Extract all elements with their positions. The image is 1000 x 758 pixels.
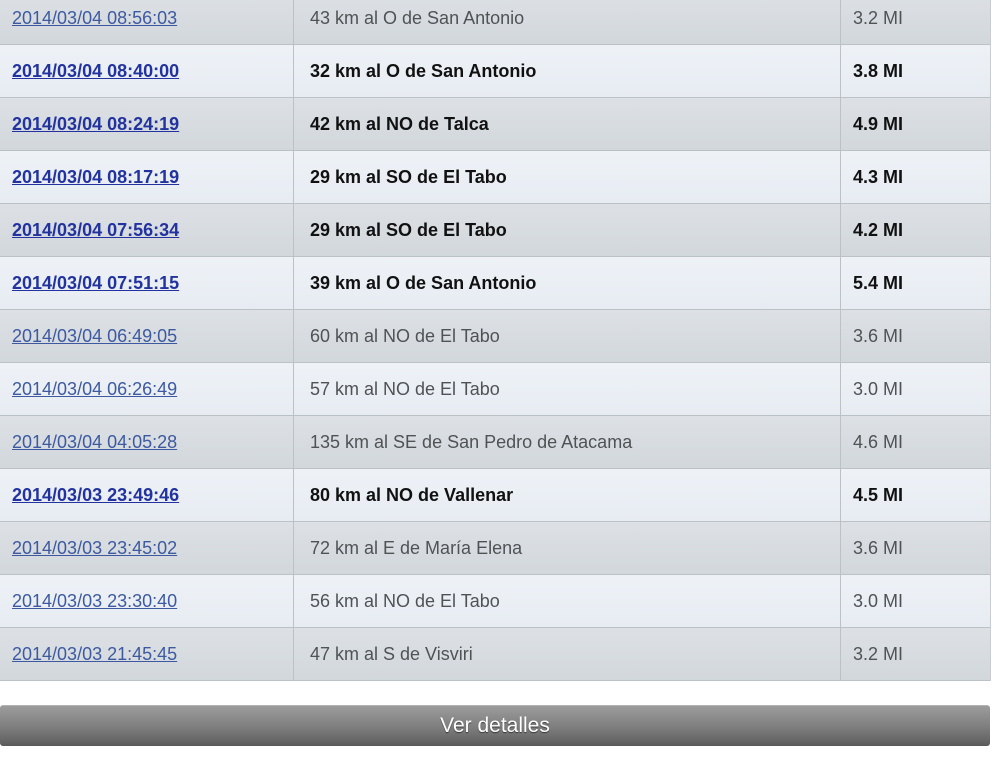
event-magnitude-cell: 3.6 MI <box>841 310 990 362</box>
table-row: 2014/03/04 04:05:28 135 km al SE de San P… <box>0 416 990 469</box>
table-row: 2014/03/04 08:56:03 43 km al O de San Ant… <box>0 0 990 45</box>
table-row: 2014/03/03 23:49:46 80 km al NO de Vallen… <box>0 469 990 522</box>
event-datetime-cell: 2014/03/04 08:17:19 <box>0 151 294 203</box>
event-location-cell: 72 km al E de María Elena <box>294 522 841 574</box>
table-row: 2014/03/04 08:40:00 32 km al O de San Ant… <box>0 45 990 98</box>
event-location: 43 km al O de San Antonio <box>310 7 525 28</box>
event-datetime-link[interactable]: 2014/03/03 23:49:46 <box>12 484 180 505</box>
event-magnitude: 4.5 MI <box>853 484 904 505</box>
event-magnitude-cell: 4.3 MI <box>841 151 990 203</box>
event-datetime-link[interactable]: 2014/03/04 08:40:00 <box>12 60 180 81</box>
event-magnitude: 3.6 MI <box>853 325 904 346</box>
event-location: 135 km al SE de San Pedro de Atacama <box>310 431 633 452</box>
event-datetime-link[interactable]: 2014/03/04 06:26:49 <box>12 378 178 399</box>
table-row: 2014/03/04 08:17:19 29 km al SO de El Tab… <box>0 151 990 204</box>
event-location: 29 km al SO de El Tabo <box>310 219 507 240</box>
event-datetime-link[interactable]: 2014/03/04 06:49:05 <box>12 325 178 346</box>
table-row: 2014/03/03 23:45:02 72 km al E de María E… <box>0 522 990 575</box>
table-row: 2014/03/04 08:24:19 42 km al NO de Talca 4… <box>0 98 990 151</box>
event-magnitude: 4.2 MI <box>853 219 904 240</box>
event-datetime-cell: 2014/03/03 21:45:45 <box>0 628 294 680</box>
event-location-cell: 39 km al O de San Antonio <box>294 257 841 309</box>
table-row: 2014/03/04 06:26:49 57 km al NO de El Tab… <box>0 363 990 416</box>
event-magnitude-cell: 3.8 MI <box>841 45 990 97</box>
event-magnitude: 3.0 MI <box>853 590 904 611</box>
event-magnitude: 4.3 MI <box>853 166 904 187</box>
event-magnitude: 3.6 MI <box>853 537 904 558</box>
event-magnitude: 3.0 MI <box>853 378 904 399</box>
event-datetime-link[interactable]: 2014/03/03 23:45:02 <box>12 537 178 558</box>
event-datetime-cell: 2014/03/04 04:05:28 <box>0 416 294 468</box>
event-magnitude-cell: 4.5 MI <box>841 469 990 521</box>
event-location: 32 km al O de San Antonio <box>310 60 537 81</box>
event-location-cell: 29 km al SO de El Tabo <box>294 151 841 203</box>
event-location-cell: 60 km al NO de El Tabo <box>294 310 841 362</box>
event-location: 29 km al SO de El Tabo <box>310 166 507 187</box>
table-row: 2014/03/04 06:49:05 60 km al NO de El Tab… <box>0 310 990 363</box>
event-location: 47 km al S de Visviri <box>310 643 473 664</box>
event-location-cell: 43 km al O de San Antonio <box>294 0 841 44</box>
event-location: 72 km al E de María Elena <box>310 537 523 558</box>
event-datetime-cell: 2014/03/04 07:51:15 <box>0 257 294 309</box>
event-magnitude-cell: 3.6 MI <box>841 522 990 574</box>
earthquake-table: 2014/03/04 08:56:03 43 km al O de San Ant… <box>0 0 991 681</box>
event-location: 42 km al NO de Talca <box>310 113 489 134</box>
event-datetime-link[interactable]: 2014/03/04 04:05:28 <box>12 431 178 452</box>
event-datetime-link[interactable]: 2014/03/04 08:56:03 <box>12 7 178 28</box>
event-location-cell: 42 km al NO de Talca <box>294 98 841 150</box>
event-datetime-link[interactable]: 2014/03/04 07:56:34 <box>12 219 180 240</box>
event-datetime-link[interactable]: 2014/03/04 08:17:19 <box>12 166 180 187</box>
ver-detalles-button[interactable]: Ver detalles <box>0 705 990 746</box>
event-magnitude: 3.2 MI <box>853 643 904 664</box>
event-location-cell: 80 km al NO de Vallenar <box>294 469 841 521</box>
event-datetime-link[interactable]: 2014/03/04 07:51:15 <box>12 272 180 293</box>
event-datetime-cell: 2014/03/04 06:49:05 <box>0 310 294 362</box>
event-datetime-cell: 2014/03/04 06:26:49 <box>0 363 294 415</box>
event-magnitude-cell: 3.2 MI <box>841 0 990 44</box>
event-magnitude: 3.8 MI <box>853 60 904 81</box>
event-magnitude: 3.2 MI <box>853 7 904 28</box>
event-location-cell: 47 km al S de Visviri <box>294 628 841 680</box>
table-row: 2014/03/04 07:51:15 39 km al O de San Ant… <box>0 257 990 310</box>
event-magnitude: 5.4 MI <box>853 272 904 293</box>
event-location: 60 km al NO de El Tabo <box>310 325 500 346</box>
event-datetime-cell: 2014/03/03 23:30:40 <box>0 575 294 627</box>
event-magnitude-cell: 4.9 MI <box>841 98 990 150</box>
event-datetime-link[interactable]: 2014/03/04 08:24:19 <box>12 113 180 134</box>
event-magnitude-cell: 3.0 MI <box>841 363 990 415</box>
table-row: 2014/03/04 07:56:34 29 km al SO de El Tab… <box>0 204 990 257</box>
event-datetime-link[interactable]: 2014/03/03 23:30:40 <box>12 590 178 611</box>
event-location: 56 km al NO de El Tabo <box>310 590 500 611</box>
event-location-cell: 29 km al SO de El Tabo <box>294 204 841 256</box>
table-row: 2014/03/03 21:45:45 47 km al S de Visviri… <box>0 628 990 681</box>
event-location: 57 km al NO de El Tabo <box>310 378 500 399</box>
event-magnitude: 4.6 MI <box>853 431 904 452</box>
event-location: 80 km al NO de Vallenar <box>310 484 514 505</box>
event-location-cell: 57 km al NO de El Tabo <box>294 363 841 415</box>
event-magnitude-cell: 4.6 MI <box>841 416 990 468</box>
event-magnitude-cell: 4.2 MI <box>841 204 990 256</box>
event-location-cell: 56 km al NO de El Tabo <box>294 575 841 627</box>
event-location: 39 km al O de San Antonio <box>310 272 537 293</box>
event-datetime-cell: 2014/03/04 07:56:34 <box>0 204 294 256</box>
event-magnitude-cell: 3.0 MI <box>841 575 990 627</box>
event-magnitude: 4.9 MI <box>853 113 904 134</box>
event-magnitude-cell: 3.2 MI <box>841 628 990 680</box>
event-datetime-cell: 2014/03/04 08:40:00 <box>0 45 294 97</box>
event-magnitude-cell: 5.4 MI <box>841 257 990 309</box>
table-row: 2014/03/03 23:30:40 56 km al NO de El Tab… <box>0 575 990 628</box>
event-datetime-cell: 2014/03/03 23:49:46 <box>0 469 294 521</box>
event-datetime-cell: 2014/03/04 08:56:03 <box>0 0 294 44</box>
event-datetime-cell: 2014/03/04 08:24:19 <box>0 98 294 150</box>
event-location-cell: 32 km al O de San Antonio <box>294 45 841 97</box>
event-location-cell: 135 km al SE de San Pedro de Atacama <box>294 416 841 468</box>
event-datetime-link[interactable]: 2014/03/03 21:45:45 <box>12 643 178 664</box>
event-datetime-cell: 2014/03/03 23:45:02 <box>0 522 294 574</box>
